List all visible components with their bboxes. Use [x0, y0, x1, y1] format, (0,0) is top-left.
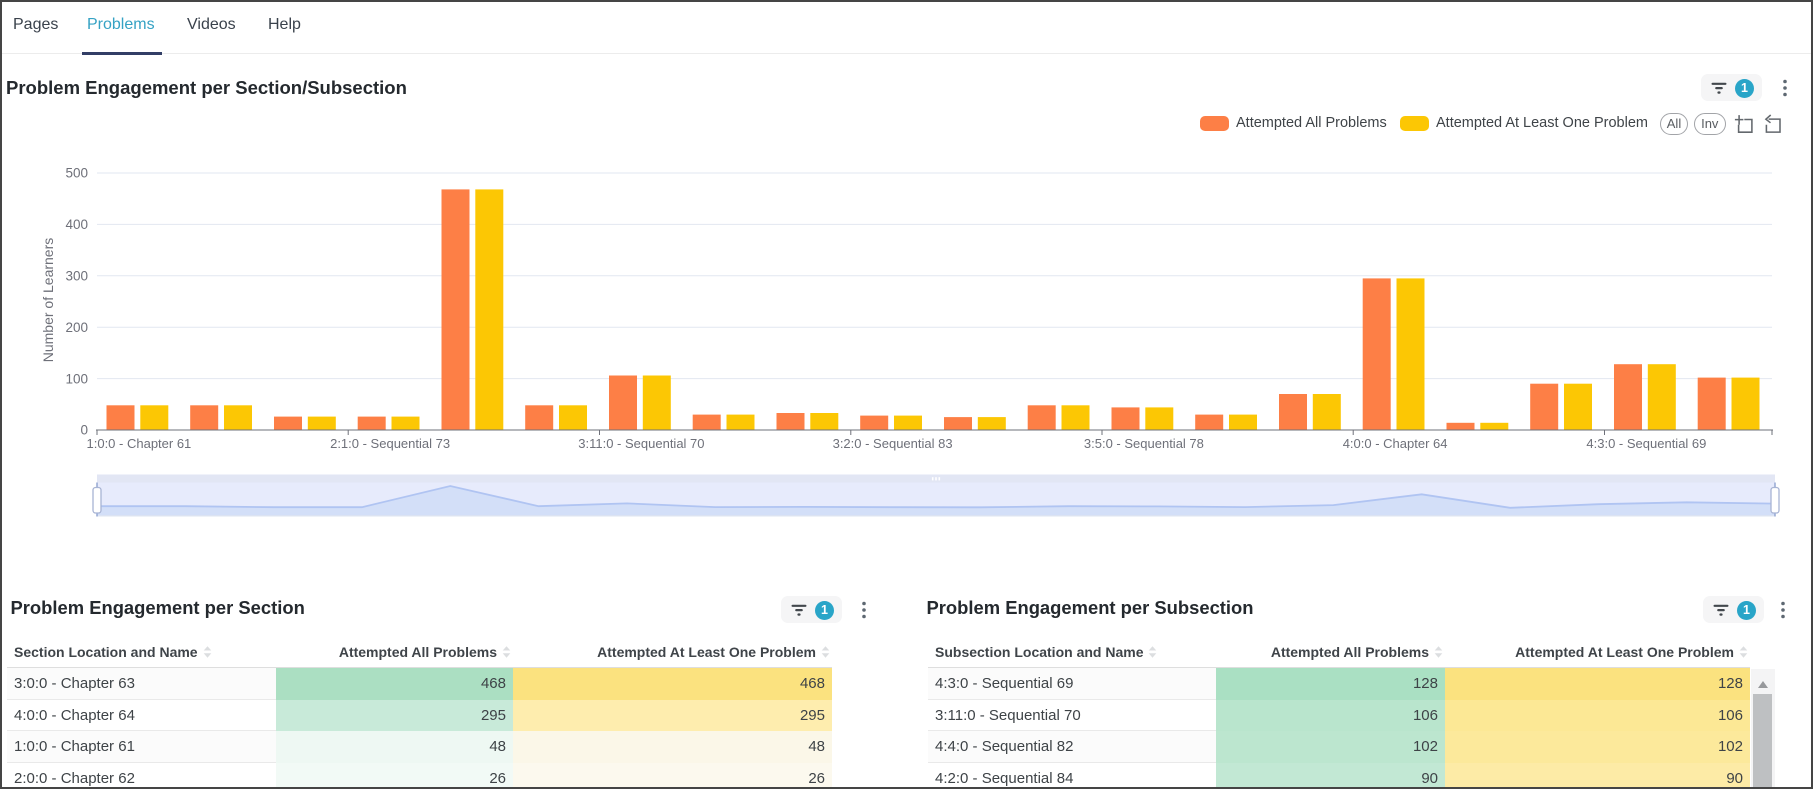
svg-text:4:3:0 - Sequential 69: 4:3:0 - Sequential 69	[1586, 436, 1706, 451]
svg-text:3:2:0 - Sequential 83: 3:2:0 - Sequential 83	[833, 436, 953, 451]
svg-text:100: 100	[65, 371, 88, 386]
svg-text:1:0:0 - Chapter 61: 1:0:0 - Chapter 61	[87, 436, 192, 451]
svg-text:200: 200	[65, 320, 88, 335]
svg-text:400: 400	[65, 217, 88, 232]
svg-text:3:5:0 - Sequential 78: 3:5:0 - Sequential 78	[1084, 436, 1204, 451]
svg-text:3:11:0 - Sequential 70: 3:11:0 - Sequential 70	[578, 436, 704, 451]
svg-text:2:1:0 - Sequential 73: 2:1:0 - Sequential 73	[330, 436, 450, 451]
svg-text:0: 0	[80, 423, 88, 438]
svg-text:300: 300	[65, 269, 88, 284]
svg-text:Number of Learners: Number of Learners	[40, 238, 56, 363]
svg-text:500: 500	[65, 166, 88, 181]
svg-text:4:0:0 - Chapter 64: 4:0:0 - Chapter 64	[1343, 436, 1448, 451]
